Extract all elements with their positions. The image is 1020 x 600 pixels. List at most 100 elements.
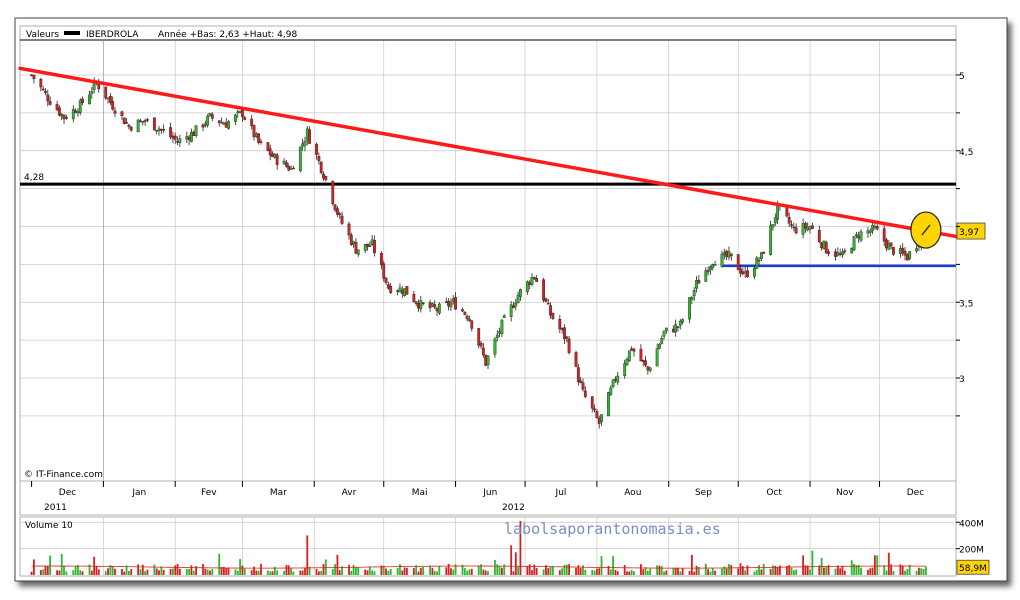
volume-bar [271,571,274,575]
volume-bar [141,564,144,575]
volume-bar [755,570,758,575]
volume-bar [317,571,320,575]
volume-bar [283,570,286,575]
volume-bar [399,564,401,575]
candle-body [373,240,376,254]
candle-body [600,414,603,422]
candle-body [173,135,177,140]
candle-body [414,301,418,304]
candle-body [614,378,617,381]
candle-body [866,230,870,234]
candle-body [655,348,659,367]
candle-body [502,315,506,318]
candle-body [630,348,634,351]
volume-bar [107,568,109,575]
volume-bar [206,569,209,575]
price-plot-area [19,25,957,482]
candle-body [681,319,685,323]
candle-body [808,226,812,230]
volume-bar [88,564,91,575]
candle-body [525,281,529,292]
volume-bar [885,570,888,575]
candle-body [178,138,182,143]
volume-bar [438,566,441,575]
volume-bar [380,565,383,575]
volume-bar [758,565,760,575]
candle-body [171,135,175,139]
volume-bar [721,568,723,575]
candle-body [746,270,749,277]
volume-bar [292,571,295,575]
candle-body [551,313,555,319]
volume-bar [121,568,123,575]
candle-body [769,225,773,255]
volume-bar [579,567,582,575]
candle-body [41,88,45,91]
volume-bar [253,566,255,575]
volume-bar [494,559,496,575]
candle-body [477,328,481,346]
volume-bar [287,565,290,575]
x-axis-band [19,480,957,516]
candle-body [60,113,64,117]
volume-bar [190,565,193,575]
candle-body [834,251,837,257]
volume-bar [63,565,65,575]
candle-body [804,223,807,229]
candle-body [428,302,432,309]
volume-bar [558,570,561,575]
candle-body [220,122,223,124]
candle-body [836,252,840,256]
candle-body [88,94,91,105]
volume-bar [823,567,825,575]
candle-body [801,223,805,235]
volume-bar [366,570,369,575]
candle-body [201,124,205,128]
candle-body [576,367,580,383]
candle-body [787,216,791,224]
candle-body [108,96,112,103]
volume-bar [577,565,580,575]
volume-bar [850,560,853,575]
candle-body [227,121,230,129]
last-price-label: 3,97 [959,228,979,238]
candle-body [282,160,286,165]
volume-bar [209,570,211,575]
candle-body [208,113,212,116]
volume-bar [65,571,68,575]
volume-bar [172,568,174,575]
candle-body [136,119,140,133]
volume-last-label: 58,9M [959,564,987,574]
volume-bar [843,570,846,575]
volume-bar [628,571,631,575]
volume-bars [30,520,927,575]
candle-body [30,74,33,76]
candle-body [546,303,550,305]
volume-bar [867,569,869,575]
volume-bar [841,565,844,575]
volume-bar [39,570,42,575]
candle-body [898,248,902,254]
volume-bar [447,563,450,575]
volume-bar [561,568,564,575]
volume-bar [236,570,239,575]
candle-body [382,263,386,279]
candle-body [743,271,747,274]
candle-body [338,213,342,215]
volume-bar [598,568,601,575]
volume-bar [899,564,902,575]
candle-body [349,234,353,245]
candle-body [340,215,344,224]
candle-body [444,301,448,303]
volume-bar [883,565,886,575]
volume-bar [160,566,163,575]
volume-bar [42,569,45,575]
volume-bar [204,568,207,575]
volume-bar [818,565,821,575]
volume-bar [431,567,434,575]
volume-bar [127,570,130,575]
volume-bar [304,568,306,575]
volume-bar [595,568,598,575]
candle-body [688,297,691,320]
candle-body [236,111,240,114]
